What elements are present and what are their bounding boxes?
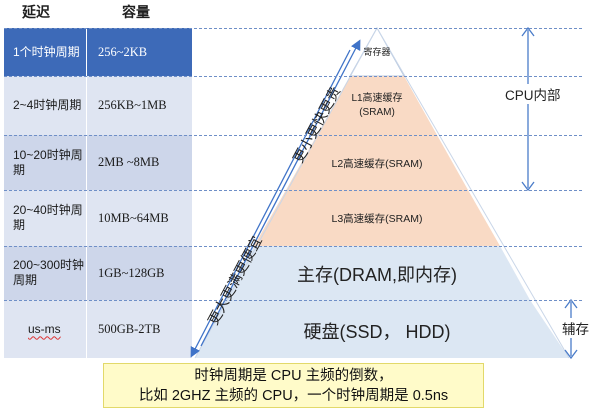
latency-cell-l1: 2~4时钟周期 (4, 76, 86, 135)
divider-l1-top (4, 76, 582, 77)
pyramid-tier-disk (195, 300, 569, 358)
divider-register-top (4, 28, 582, 29)
divider-l3-top (4, 190, 582, 191)
latency-cell-disk: us-ms (4, 300, 86, 358)
capacity-cell-l3: 10MB~64MB (86, 190, 192, 246)
latency-cell-l3: 20~40时钟周期 (4, 190, 86, 246)
capacity-cell-l1: 256KB~1MB (86, 76, 192, 135)
capacity-cell-main-memory: 1GB~128GB (86, 246, 192, 300)
label-l3: L3高速缓存(SRAM) (331, 213, 423, 225)
capacity-cell-register: 256~2KB (86, 28, 192, 76)
latency-cell-l2: 10~20时钟周期 (4, 135, 86, 190)
label-l1: L1高速缓存 (SRAM) (320, 92, 434, 120)
latency-text-disk: us-ms (28, 321, 61, 336)
pyramid-tier-l1 (317, 76, 437, 135)
table-column-divider (86, 28, 87, 358)
label-l1-sub: (SRAM) (359, 107, 395, 118)
clock-cycle-note: 时钟周期是 CPU 主频的倒数， 比如 2GHZ 主频的 CPU，一个时钟周期是… (103, 363, 484, 408)
arrow-up-smaller-faster (200, 39, 361, 347)
label-l2: L2高速缓存(SRAM) (331, 158, 423, 170)
label-main-memory: 主存(DRAM,即内存) (297, 265, 457, 285)
label-disk: 硬盘(SSD， HDD) (303, 322, 451, 342)
aux-storage-label: 辅存 (562, 318, 589, 338)
latency-cell-register: 1个时钟周期 (4, 28, 86, 76)
capacity-header: 容量 (122, 4, 150, 20)
latency-header: 延迟 (22, 4, 50, 20)
note-line-1: 时钟周期是 CPU 主频的倒数， (194, 368, 393, 384)
arrow-down-larger-cheaper (190, 49, 351, 358)
pyramid-tier-l2 (286, 135, 468, 190)
capacity-cell-l2: 2MB ~8MB (86, 135, 192, 190)
pyramid-tier-main-memory (224, 246, 530, 300)
label-register: 寄存器 (363, 47, 391, 57)
pyramid-tier-l3 (254, 190, 500, 246)
note-line-2: 比如 2GHZ 主频的 CPU，一个时钟周期是 0.5ns (138, 388, 449, 404)
divider-l2-top (4, 135, 582, 136)
cpu-internal-label: CPU内部 (503, 84, 563, 104)
capacity-cell-disk: 500GB-2TB (86, 300, 192, 358)
label-l1-name: L1高速缓存 (351, 93, 403, 104)
latency-cell-main-memory: 200~300时钟周期 (4, 246, 86, 300)
divider-disk-top (4, 300, 582, 301)
divider-main-memory-top (4, 246, 582, 247)
